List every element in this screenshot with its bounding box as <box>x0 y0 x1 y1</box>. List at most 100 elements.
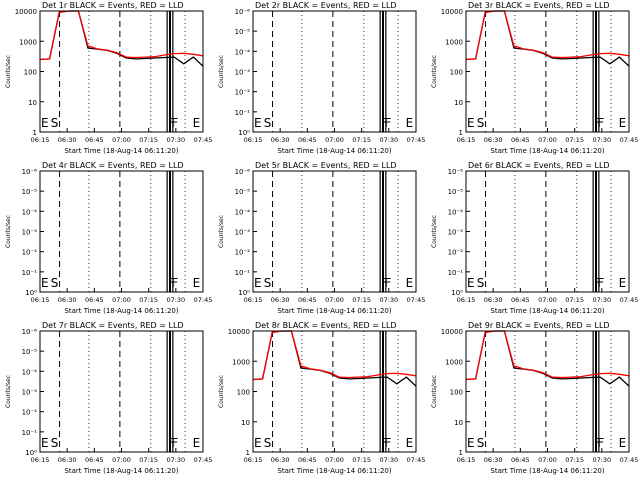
event-marker-label: S <box>51 116 59 130</box>
event-marker-label: F <box>381 276 388 290</box>
x-tick-label: 06:45 <box>298 456 317 464</box>
y-tick-label: 10⁻⁶ <box>22 168 38 176</box>
event-marker-label: F <box>171 116 178 130</box>
x-tick-label: 06:30 <box>271 136 290 144</box>
x-tick-label: 06:15 <box>244 456 263 464</box>
y-tick-label: 10⁻⁴ <box>22 208 38 216</box>
y-tick-label: 10 <box>454 99 463 107</box>
x-tick-label: 07:00 <box>325 296 344 304</box>
x-tick-label: 06:15 <box>457 296 476 304</box>
event-marker-label: S <box>264 436 272 450</box>
y-tick-label: 10⁻⁵ <box>448 188 464 196</box>
y-tick-label: 10⁻⁶ <box>235 168 251 176</box>
y-tick-label: 10 <box>241 419 250 427</box>
x-tick-label: 07:45 <box>407 456 426 464</box>
x-tick-label: 06:15 <box>31 456 50 464</box>
y-tick-label: 10⁻¹ <box>22 429 38 437</box>
event-marker-label: S <box>477 276 485 290</box>
x-tick-label: 06:45 <box>511 136 530 144</box>
y-axis-label: Counts/sec <box>431 375 438 408</box>
x-tick-label: 07:00 <box>112 456 131 464</box>
x-tick-label: 06:30 <box>58 136 77 144</box>
x-tick-label: 06:30 <box>484 296 503 304</box>
x-axis-label: Start Time (18-Aug-14 06:11:20) <box>64 467 178 475</box>
y-tick-label: 10⁻¹ <box>235 269 251 277</box>
x-tick-label: 07:15 <box>139 136 158 144</box>
y-axis-label: Counts/sec <box>218 215 225 248</box>
event-marker-label: E <box>406 116 414 130</box>
x-tick-label: 07:00 <box>325 136 344 144</box>
x-axis-label: Start Time (18-Aug-14 06:11:20) <box>277 467 391 475</box>
series-line <box>465 330 630 387</box>
plot-frame <box>465 330 630 453</box>
event-marker-label: S <box>477 436 485 450</box>
y-tick-label: 10⁻⁴ <box>235 208 251 216</box>
plot-frame <box>465 10 630 133</box>
series-line <box>252 330 417 387</box>
y-tick-label: 1000 <box>19 38 37 46</box>
x-tick-label: 07:45 <box>407 136 426 144</box>
event-marker-label: F <box>384 436 391 450</box>
y-tick-label: 10⁻¹ <box>235 109 251 117</box>
x-tick-label: 07:15 <box>139 456 158 464</box>
x-axis-label: Start Time (18-Aug-14 06:11:20) <box>64 307 178 315</box>
x-tick-label: 06:45 <box>511 456 530 464</box>
y-tick-label: 100 <box>450 69 463 77</box>
y-tick-label: 1 <box>246 449 250 457</box>
plot-frame <box>39 10 204 133</box>
detector-panel: Det 3r BLACK = Events, RED = LLD Counts/s… <box>431 1 638 155</box>
plot-frame <box>39 330 204 453</box>
event-marker-label: F <box>381 116 388 130</box>
y-tick-label: 10⁻⁴ <box>235 48 251 56</box>
x-tick-label: 07:45 <box>194 456 213 464</box>
plot-frame <box>252 330 417 453</box>
x-tick-label: 07:30 <box>592 136 611 144</box>
y-tick-label: 10⁻² <box>22 409 38 417</box>
y-tick-label: 10⁻² <box>235 249 251 257</box>
x-tick-label: 06:15 <box>457 136 476 144</box>
y-tick-label: 10⁻³ <box>448 229 464 237</box>
y-tick-label: 10⁻³ <box>235 229 251 237</box>
event-marker-label: E <box>41 436 49 450</box>
detector-panel: Det 6r BLACK = Events, RED = LLD Counts/s… <box>431 161 638 315</box>
y-tick-label: 1 <box>459 129 463 137</box>
y-tick-label: 10 <box>454 419 463 427</box>
event-marker-label: E <box>254 276 262 290</box>
x-axis-label: Start Time (18-Aug-14 06:11:20) <box>490 307 604 315</box>
x-tick-label: 07:15 <box>565 456 584 464</box>
event-marker-label: F <box>168 116 175 130</box>
x-tick-label: 06:45 <box>298 296 317 304</box>
x-tick-label: 06:30 <box>58 296 77 304</box>
y-tick-label: 10000 <box>15 8 37 16</box>
event-marker-label: E <box>254 436 262 450</box>
series-line <box>465 10 630 61</box>
x-tick-label: 06:30 <box>271 456 290 464</box>
event-marker-label: E <box>406 436 414 450</box>
x-tick-label: 07:15 <box>565 136 584 144</box>
y-tick-label: 10⁻⁶ <box>22 328 38 336</box>
panel-title: Det 2r BLACK = Events, RED = LLD <box>255 1 397 10</box>
event-marker-label: E <box>193 436 201 450</box>
x-tick-label: 07:00 <box>538 136 557 144</box>
x-tick-label: 07:00 <box>112 136 131 144</box>
event-marker-label: E <box>619 116 627 130</box>
event-marker-label: E <box>41 116 49 130</box>
x-tick-label: 06:15 <box>31 296 50 304</box>
y-axis-label: Counts/sec <box>5 375 12 408</box>
x-tick-label: 07:15 <box>565 296 584 304</box>
x-tick-label: 07:30 <box>166 136 185 144</box>
event-marker-label: F <box>168 276 175 290</box>
y-tick-label: 10⁻⁴ <box>22 368 38 376</box>
x-tick-label: 06:15 <box>31 136 50 144</box>
x-tick-label: 07:45 <box>620 296 639 304</box>
event-marker-label: F <box>594 276 601 290</box>
y-tick-label: 100 <box>24 69 37 77</box>
y-axis-label: Counts/sec <box>431 55 438 88</box>
y-tick-label: 10⁻¹ <box>22 269 38 277</box>
event-marker-label: F <box>171 276 178 290</box>
series-line <box>39 10 204 67</box>
y-tick-label: 10 <box>28 99 37 107</box>
y-tick-label: 10⁻⁵ <box>235 188 251 196</box>
x-tick-label: 06:30 <box>484 136 503 144</box>
